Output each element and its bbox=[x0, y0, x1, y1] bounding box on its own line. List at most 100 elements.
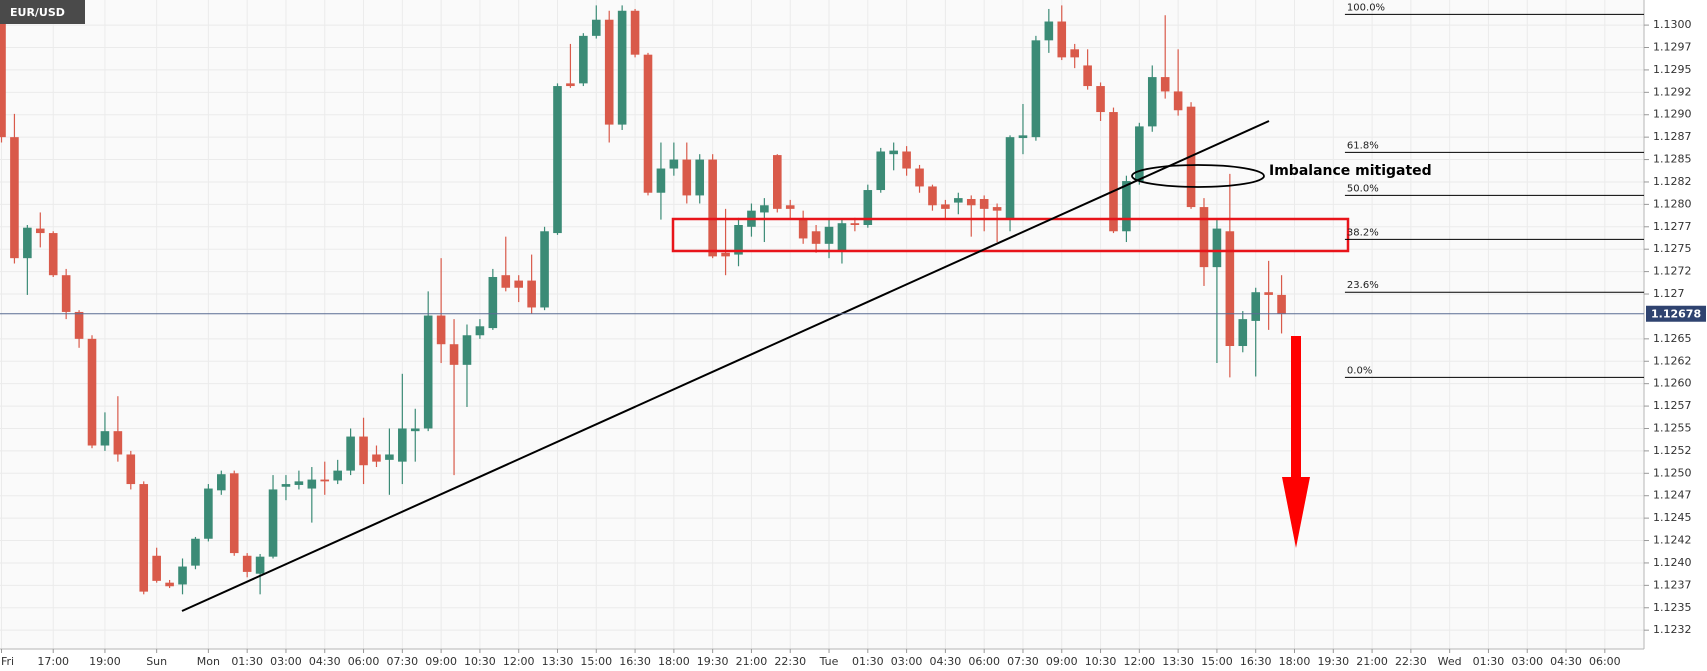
candle-body bbox=[333, 470, 342, 481]
y-tick-label: 1.1297 bbox=[1653, 41, 1692, 54]
candle-body bbox=[436, 315, 446, 345]
x-tick-label: 01:30 bbox=[1473, 655, 1505, 668]
y-tick-label: 1.1292 bbox=[1653, 85, 1692, 98]
candle-body bbox=[941, 204, 950, 209]
x-tick-label: 10:30 bbox=[464, 655, 496, 668]
x-tick-label: 04:30 bbox=[1550, 655, 1582, 668]
candle-body bbox=[527, 280, 536, 308]
y-tick-label: 1.1257 bbox=[1653, 399, 1692, 412]
candle-body bbox=[1044, 21, 1054, 41]
x-tick-label: 03:00 bbox=[270, 655, 302, 668]
y-tick-label: 1.1245 bbox=[1653, 511, 1692, 524]
imbalance-zone bbox=[671, 217, 1350, 253]
candle-body bbox=[734, 224, 743, 255]
x-tick-label: 19:30 bbox=[697, 655, 729, 668]
x-tick-label: 22:30 bbox=[774, 655, 806, 668]
x-tick-label: 01:30 bbox=[231, 655, 263, 668]
x-tick-label: 16:30 bbox=[619, 655, 651, 668]
candle-body bbox=[359, 436, 368, 466]
candle-body bbox=[1264, 292, 1273, 295]
fib-label: 0.0% bbox=[1347, 365, 1372, 376]
candle-body bbox=[798, 219, 808, 239]
candle-body bbox=[1238, 319, 1248, 347]
candle-body bbox=[669, 159, 679, 169]
candle-body bbox=[1147, 77, 1157, 127]
candle-body bbox=[785, 205, 795, 209]
candle-body bbox=[1096, 86, 1105, 113]
x-tick-label: 01:30 bbox=[852, 655, 884, 668]
candle-body bbox=[74, 311, 84, 339]
y-tick-label: 1.1285 bbox=[1653, 153, 1692, 166]
x-tick-label: 15:00 bbox=[580, 655, 612, 668]
candle-body bbox=[656, 168, 666, 193]
candle-body bbox=[87, 338, 97, 446]
candle-body bbox=[35, 228, 45, 234]
candle-body bbox=[721, 252, 730, 257]
candle-body bbox=[915, 168, 924, 187]
candle-body bbox=[889, 150, 898, 155]
candle-body bbox=[191, 538, 200, 566]
candle-body bbox=[307, 479, 317, 489]
candle-body bbox=[928, 186, 937, 206]
candle-body bbox=[992, 207, 1002, 211]
x-tick-label: 06:00 bbox=[1589, 655, 1621, 668]
candle-body bbox=[850, 223, 860, 225]
y-tick-label: 1.1242 bbox=[1653, 534, 1692, 547]
x-tick-label: 06:00 bbox=[968, 655, 1000, 668]
x-tick-label: 13:30 bbox=[1162, 655, 1194, 668]
y-tick-label: 1.1250 bbox=[1653, 466, 1692, 479]
x-tick-label: 09:00 bbox=[425, 655, 457, 668]
y-tick-label: 1.1237 bbox=[1653, 578, 1692, 591]
candle-body bbox=[1160, 77, 1170, 92]
x-tick-label: Fri bbox=[1, 655, 14, 668]
x-tick-label: 12:00 bbox=[1123, 655, 1155, 668]
x-tick-label: 04:30 bbox=[930, 655, 962, 668]
candle-body bbox=[617, 10, 627, 125]
candle-body bbox=[449, 344, 459, 365]
title-box bbox=[0, 0, 85, 24]
x-tick-label: 16:30 bbox=[1240, 655, 1272, 668]
candle-body bbox=[255, 556, 265, 574]
candle-body bbox=[1225, 231, 1235, 347]
candle-body bbox=[113, 431, 123, 455]
x-tick-label: Mon bbox=[197, 655, 220, 668]
candle-body bbox=[1199, 207, 1209, 268]
candle-body bbox=[100, 431, 110, 446]
x-tick-label: 22:30 bbox=[1395, 655, 1427, 668]
candle-body bbox=[553, 86, 562, 234]
y-tick-label: 1.1280 bbox=[1653, 197, 1692, 210]
candle-body bbox=[61, 275, 71, 312]
y-tick-label: 1.1275 bbox=[1653, 242, 1692, 255]
candle-body bbox=[1173, 91, 1183, 111]
x-tick-label: 03:00 bbox=[1511, 655, 1543, 668]
y-tick-label: 1.1272 bbox=[1653, 265, 1692, 278]
highlight-ellipse bbox=[1131, 164, 1265, 188]
x-tick-label: Wed bbox=[1438, 655, 1462, 668]
candle-body bbox=[462, 335, 472, 365]
candle-body bbox=[398, 428, 407, 462]
y-tick-label: 1.127 bbox=[1653, 287, 1685, 300]
candle-body bbox=[1251, 292, 1261, 321]
candle-body bbox=[1083, 65, 1092, 87]
candle-body bbox=[876, 151, 886, 191]
candle-body bbox=[1018, 135, 1028, 139]
x-tick-label: 09:00 bbox=[1046, 655, 1078, 668]
y-tick-label: 1.1240 bbox=[1653, 556, 1692, 569]
fib-label: 23.6% bbox=[1347, 280, 1379, 291]
candle-body bbox=[1005, 137, 1015, 220]
candle-body bbox=[372, 454, 381, 462]
candle-body bbox=[708, 159, 717, 257]
x-tick-label: 17:00 bbox=[37, 655, 69, 668]
candle-body bbox=[1057, 21, 1067, 58]
y-tick-label: 1.1290 bbox=[1653, 108, 1692, 121]
candle-body bbox=[824, 226, 834, 244]
candle-body bbox=[501, 275, 511, 288]
candle-body bbox=[760, 205, 769, 213]
candle-body bbox=[1122, 181, 1131, 232]
y-tick-label: 1.1295 bbox=[1653, 63, 1692, 76]
candle-body bbox=[863, 190, 873, 225]
candle-body bbox=[1070, 49, 1079, 58]
y-tick-label: 1.1262 bbox=[1653, 354, 1692, 367]
candle-body bbox=[773, 155, 782, 209]
